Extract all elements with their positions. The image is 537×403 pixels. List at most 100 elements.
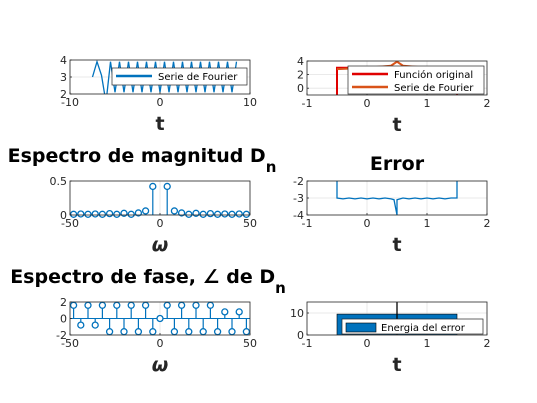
chart-p5: -50 0 50 -2 0 2 ω Espectro de fase, ∠ de Dn bbox=[10, 266, 286, 376]
x-axis-label: ω bbox=[152, 354, 169, 376]
x-tick-label: -10 bbox=[61, 96, 79, 109]
stem-marker bbox=[120, 328, 128, 336]
chart-title: Espectro de fase, ∠ de Dn bbox=[10, 266, 286, 297]
legend-box bbox=[341, 318, 484, 335]
x-tick-label: 0 bbox=[157, 337, 164, 350]
y-tick-label: 3 bbox=[60, 71, 67, 84]
stem-marker bbox=[185, 210, 193, 218]
legend-swatch bbox=[345, 322, 377, 333]
stem-marker bbox=[228, 328, 236, 336]
stem-marker bbox=[127, 210, 135, 218]
stem-marker bbox=[213, 210, 222, 218]
y-tick-label: 2 bbox=[60, 88, 67, 101]
chart-p1: -10 0 10 2 3 4 t Serie de Fourier bbox=[60, 54, 257, 135]
legend-entry: Energia del error bbox=[381, 323, 466, 334]
stem-marker bbox=[84, 301, 92, 309]
stem-marker bbox=[242, 328, 251, 336]
y-tick-label: 2 bbox=[60, 296, 67, 309]
stem-marker bbox=[69, 301, 78, 309]
stem-marker bbox=[91, 321, 99, 329]
y-tick-label: -4 bbox=[293, 209, 304, 222]
stem-marker bbox=[77, 210, 85, 218]
stem-marker bbox=[120, 209, 128, 217]
x-tick-label: 0 bbox=[364, 97, 371, 110]
x-tick-label: -50 bbox=[61, 337, 79, 350]
x-tick-label: 0 bbox=[157, 217, 164, 230]
stem-marker bbox=[141, 207, 150, 215]
x-axis-label: ω bbox=[152, 234, 169, 256]
y-tick-label: 4 bbox=[297, 55, 304, 68]
stem-marker bbox=[170, 328, 179, 336]
x-tick-label: 50 bbox=[243, 337, 257, 350]
stem-marker bbox=[192, 301, 200, 309]
stem-marker bbox=[199, 210, 207, 218]
y-tick-label: 0 bbox=[60, 209, 67, 222]
y-tick-label: 0 bbox=[60, 313, 67, 326]
y-tick-label: 4 bbox=[60, 54, 67, 67]
legend-entry: Serie de Fourier bbox=[158, 72, 238, 83]
stem-marker bbox=[206, 301, 215, 309]
stem-marker bbox=[199, 328, 207, 336]
stem-marker bbox=[242, 210, 251, 218]
x-tick-label: 0 bbox=[157, 96, 164, 109]
stem-marker bbox=[149, 328, 157, 336]
y-tick-label: 0 bbox=[297, 82, 304, 95]
stem-marker bbox=[127, 301, 135, 309]
stem-marker bbox=[156, 314, 164, 323]
stem-marker bbox=[163, 182, 171, 191]
stem-marker bbox=[235, 308, 243, 316]
x-tick-label: 2 bbox=[484, 97, 491, 110]
chart-p4: -1 0 1 2 -2 -3 -4 t Error bbox=[293, 153, 490, 256]
x-axis-label: t bbox=[155, 113, 164, 135]
x-tick-label: -50 bbox=[61, 217, 79, 230]
stem-marker bbox=[221, 308, 229, 316]
legend-box bbox=[111, 67, 248, 86]
y-tick-label: -3 bbox=[293, 192, 304, 205]
x-tick-label: -1 bbox=[302, 217, 313, 230]
x-axis-label: t bbox=[392, 354, 401, 376]
x-tick-label: 50 bbox=[243, 217, 257, 230]
axes-frame bbox=[306, 60, 488, 96]
stem-marker bbox=[149, 182, 157, 191]
series-line-1 bbox=[336, 181, 458, 215]
chart-title: Espectro de magnitud Dn bbox=[8, 145, 277, 176]
stem-marker bbox=[134, 209, 143, 217]
stem-marker bbox=[228, 210, 236, 218]
y-tick-label: -2 bbox=[293, 175, 304, 188]
stem-marker bbox=[105, 328, 114, 336]
chart-title: Error bbox=[370, 153, 425, 175]
legend-entry: Función original bbox=[394, 69, 473, 81]
stem-marker bbox=[77, 321, 85, 329]
axes-frame bbox=[306, 301, 488, 336]
stem-marker bbox=[105, 209, 114, 218]
x-tick-label: 10 bbox=[243, 96, 257, 109]
stem-marker bbox=[141, 301, 150, 309]
y-tick-label: 0.5 bbox=[50, 175, 68, 188]
y-tick-label: 10 bbox=[290, 307, 304, 320]
stem-marker bbox=[134, 328, 143, 336]
x-tick-label: 2 bbox=[484, 217, 491, 230]
stem-marker bbox=[84, 210, 92, 218]
legend-entry: Serie de Fourier bbox=[394, 83, 474, 94]
stem-marker bbox=[113, 210, 121, 218]
x-axis-label: t bbox=[392, 114, 401, 136]
legend-box bbox=[347, 65, 485, 95]
x-tick-label: 0 bbox=[364, 337, 371, 350]
stem-marker bbox=[163, 301, 171, 309]
y-tick-label: -2 bbox=[56, 329, 67, 342]
stem-marker bbox=[170, 207, 179, 215]
stem-marker bbox=[177, 209, 186, 217]
x-tick-label: 2 bbox=[484, 337, 491, 350]
x-tick-label: 1 bbox=[424, 97, 431, 110]
stem-marker bbox=[177, 301, 186, 309]
stem-marker bbox=[221, 210, 229, 218]
x-tick-label: -1 bbox=[302, 97, 313, 110]
stem-marker bbox=[113, 301, 121, 309]
stem-marker bbox=[213, 328, 222, 336]
x-tick-label: -1 bbox=[302, 337, 313, 350]
y-tick-label: 0 bbox=[297, 329, 304, 342]
